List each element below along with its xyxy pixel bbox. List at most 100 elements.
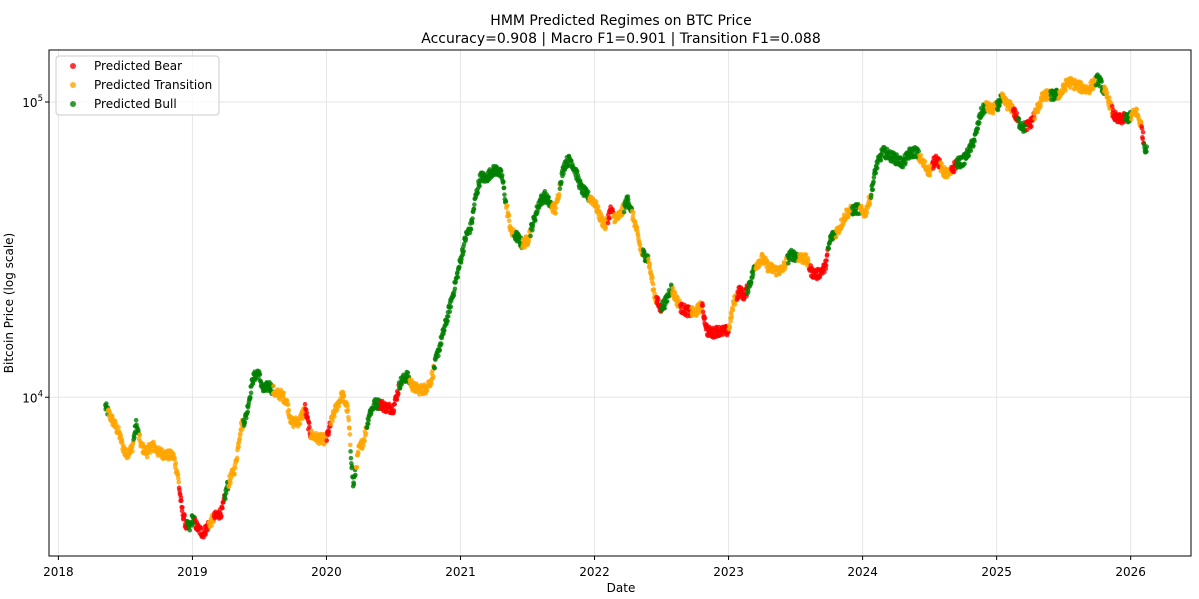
predicted-bear-point xyxy=(700,303,706,308)
predicted-bull-point xyxy=(441,328,447,333)
predicted-transition-point xyxy=(363,431,369,436)
predicted-transition-point xyxy=(347,426,352,431)
x-tick-label: 2026 xyxy=(1115,565,1146,579)
predicted-bull-point xyxy=(455,274,461,280)
predicted-transition-point xyxy=(362,438,367,443)
predicted-bear-point xyxy=(1029,124,1034,129)
predicted-bull-point xyxy=(132,435,137,440)
predicted-bear-point xyxy=(605,220,611,226)
predicted-bull-point xyxy=(664,299,670,304)
predicted-bull-point xyxy=(878,158,884,163)
predicted-transition-point xyxy=(336,403,342,409)
predicted-bull-point xyxy=(869,192,874,198)
predicted-transition-point xyxy=(727,324,733,330)
predicted-transition-point xyxy=(424,388,430,393)
predicted-transition-point xyxy=(232,471,237,477)
x-tick-label: 2020 xyxy=(311,565,342,579)
predicted-transition-point xyxy=(285,402,291,407)
predicted-bull-point xyxy=(452,286,458,292)
predicted-bull-point xyxy=(242,419,248,425)
y-tick-label: 105 xyxy=(22,94,43,110)
predicted-transition-point xyxy=(173,460,179,466)
predicted-bull-point xyxy=(467,230,473,236)
predicted-bull-point xyxy=(248,395,253,400)
predicted-bull-point xyxy=(995,107,1001,113)
predicted-transition-point xyxy=(347,432,353,437)
predicted-transition-point xyxy=(209,523,215,528)
predicted-transition-point xyxy=(1038,103,1043,109)
predicted-transition-point xyxy=(647,261,653,267)
predicted-bear-point xyxy=(307,424,312,430)
predicted-bull-point xyxy=(104,401,109,406)
predicted-bear-point xyxy=(1014,110,1020,116)
predicted-bull-point xyxy=(245,409,251,415)
x-tick-label: 2019 xyxy=(177,565,208,579)
predicted-bull-point xyxy=(463,236,469,241)
predicted-transition-point xyxy=(1106,95,1112,100)
predicted-bull-point xyxy=(574,168,580,174)
predicted-bull-point xyxy=(530,227,535,233)
predicted-bull-point xyxy=(528,233,533,239)
predicted-bear-point xyxy=(326,429,332,435)
predicted-transition-point xyxy=(728,319,733,324)
predicted-bear-point xyxy=(823,266,829,272)
predicted-bear-point xyxy=(823,263,829,268)
predicted-bull-point xyxy=(871,179,876,184)
predicted-transition-point xyxy=(137,432,143,437)
predicted-transition-point xyxy=(595,204,601,209)
predicted-transition-point xyxy=(281,390,287,396)
predicted-transition-point xyxy=(176,476,181,481)
predicted-bear-point xyxy=(220,505,225,511)
predicted-bull-point xyxy=(405,370,411,376)
predicted-transition-point xyxy=(144,454,150,460)
predicted-bear-point xyxy=(304,410,310,416)
predicted-bull-point xyxy=(353,472,358,478)
predicted-bull-point xyxy=(533,218,538,223)
predicted-transition-point xyxy=(1134,107,1140,112)
predicted-transition-point xyxy=(506,218,512,224)
legend-marker-transition xyxy=(70,82,76,88)
predicted-bull-point xyxy=(1099,79,1104,84)
predicted-bull-point xyxy=(966,153,971,158)
predicted-transition-point xyxy=(650,281,656,287)
predicted-bull-point xyxy=(962,161,967,167)
predicted-bull-point xyxy=(503,198,509,204)
predicted-bull-point xyxy=(826,246,832,251)
predicted-transition-point xyxy=(172,456,177,462)
predicted-bull-point xyxy=(437,347,443,353)
predicted-bull-point xyxy=(871,175,877,180)
predicted-bull-point xyxy=(971,143,976,148)
predicted-bull-point xyxy=(786,260,791,266)
predicted-transition-point xyxy=(556,191,562,197)
predicted-transition-point xyxy=(650,275,655,281)
predicted-transition-point xyxy=(939,161,944,167)
x-tick-label: 2018 xyxy=(43,565,74,579)
predicted-bull-point xyxy=(968,148,974,154)
predicted-bear-point xyxy=(306,420,312,426)
predicted-bull-point xyxy=(501,185,507,191)
predicted-bull-point xyxy=(470,216,475,221)
legend-marker-bear xyxy=(70,63,76,69)
predicted-bull-point xyxy=(461,249,467,254)
predicted-transition-point xyxy=(232,465,238,471)
predicted-bear-point xyxy=(179,508,185,514)
predicted-bull-point xyxy=(501,179,506,184)
predicted-bull-point xyxy=(559,179,564,185)
predicted-bear-point xyxy=(1109,104,1115,109)
predicted-bull-point xyxy=(445,318,450,324)
predicted-bull-point xyxy=(569,158,574,163)
predicted-transition-point xyxy=(867,201,873,206)
predicted-bull-point xyxy=(223,496,228,502)
predicted-bull-point xyxy=(348,455,354,461)
predicted-bull-point xyxy=(976,120,982,125)
predicted-transition-point xyxy=(345,403,350,409)
predicted-bear-point xyxy=(324,438,330,443)
predicted-transition-point xyxy=(670,285,676,291)
predicted-bull-point xyxy=(662,306,667,311)
predicted-bull-point xyxy=(365,421,371,427)
legend-label-transition: Predicted Transition xyxy=(94,78,212,92)
x-axis-ticks: 2018 2019 2020 2021 2022 2023 2024 2025 2026 xyxy=(43,556,1146,579)
predicted-transition-point xyxy=(630,214,636,219)
predicted-transition-point xyxy=(729,314,735,320)
